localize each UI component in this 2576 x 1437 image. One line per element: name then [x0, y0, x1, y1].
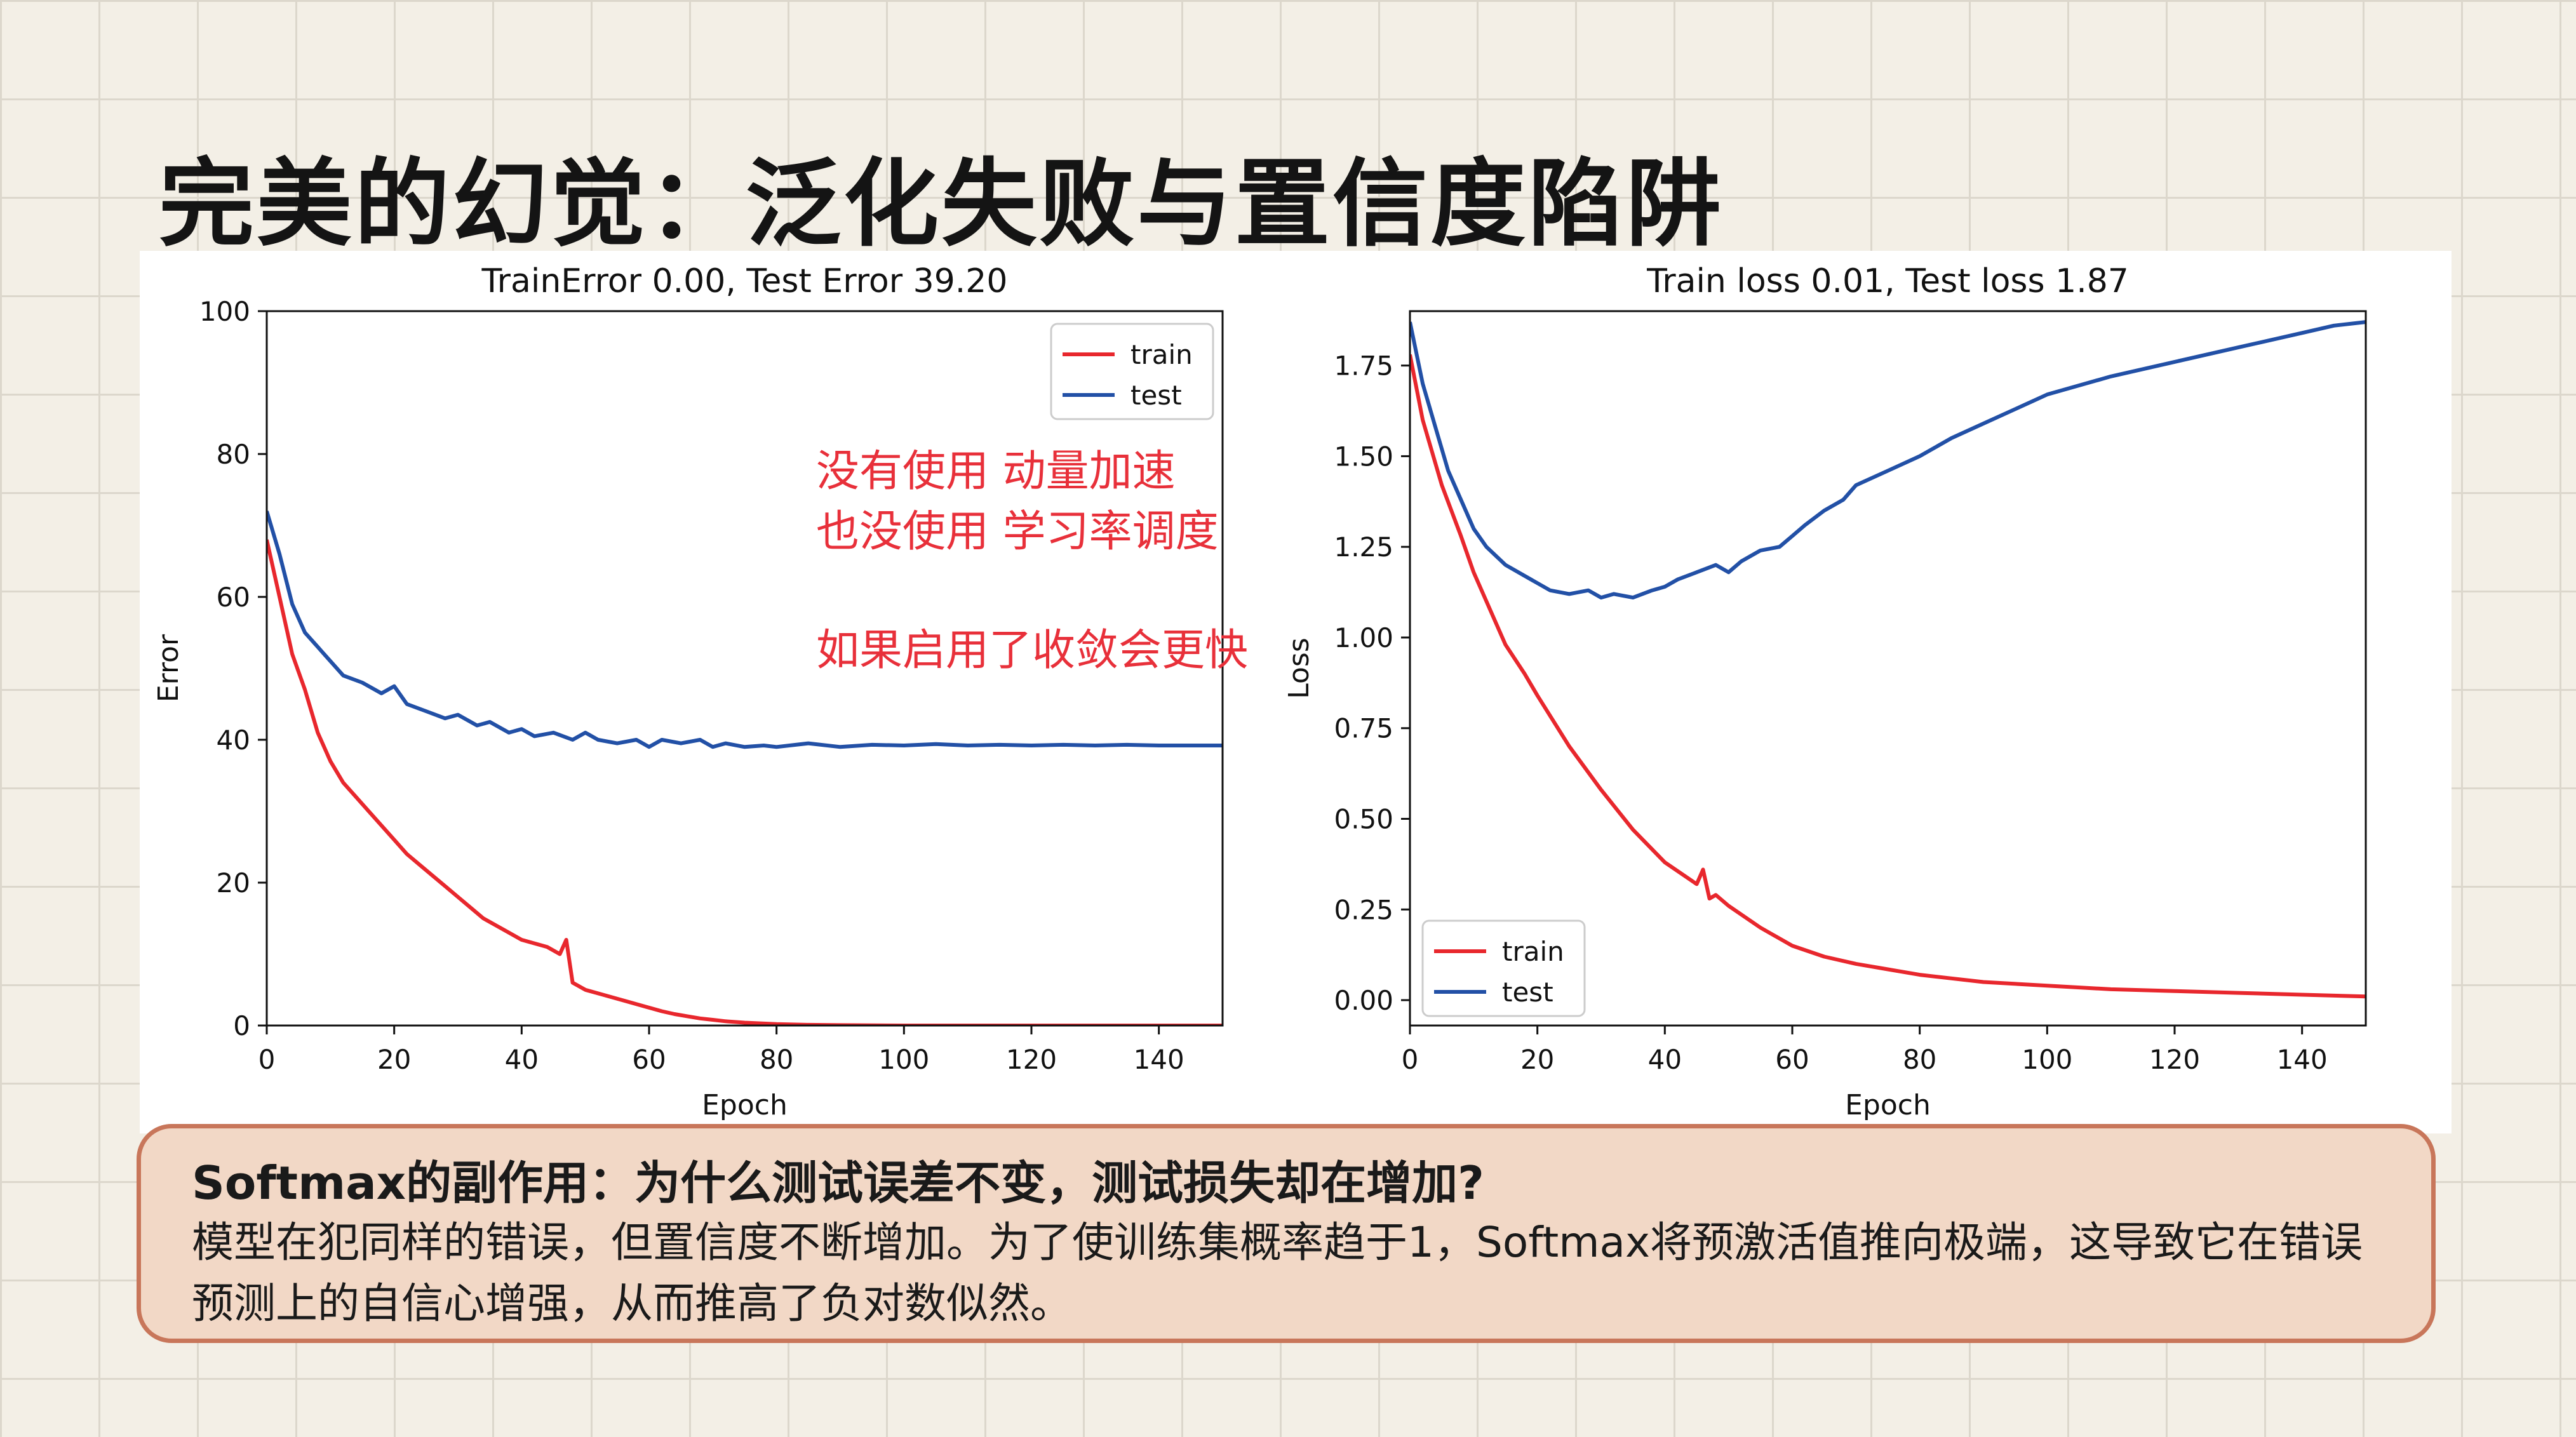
legend-label-train: train — [1502, 936, 1564, 967]
y-tick-label: 0 — [233, 1010, 250, 1041]
legend-label-test: test — [1502, 977, 1553, 1008]
charts-figure: TrainError 0.00, Test Error 39.20 0 20 40 60… — [152, 262, 2367, 1121]
x-tick-label: 120 — [2149, 1044, 2200, 1075]
y-tick-label: 0.75 — [1334, 713, 1393, 744]
callout-heading: Softmax的副作用：为什么测试误差不变，测试损失却在增加? — [192, 1156, 1484, 1210]
legend-label-train: train — [1130, 339, 1193, 370]
y-tick-label: 60 — [217, 582, 250, 613]
red-annotation: 没有使用 动量加速 也没使用 学习率调度 如果启用了收敛会更快 — [816, 446, 1248, 676]
chart-title: TrainError 0.00, Test Error 39.20 — [481, 262, 1008, 300]
annotation-line-1: 没有使用 动量加速 — [816, 446, 1176, 497]
figure-panel: TrainError 0.00, Test Error 39.20 0 20 40 60… — [140, 251, 2452, 1133]
x-tick-label: 80 — [760, 1044, 793, 1075]
plot-frame — [265, 310, 1224, 1027]
x-tick-label: 40 — [505, 1044, 539, 1075]
x-tick-label: 20 — [1520, 1044, 1554, 1075]
x-tick-label: 120 — [1006, 1044, 1057, 1075]
x-tick-label: 80 — [1903, 1044, 1936, 1075]
x-tick-label: 100 — [2022, 1044, 2072, 1075]
loss-chart: Train loss 0.01, Test loss 1.87 0 20 40 60 80… — [1283, 262, 2367, 1121]
x-tick-label: 140 — [2277, 1044, 2328, 1075]
y-tick-label: 1.50 — [1334, 441, 1393, 472]
y-tick-label: 40 — [217, 725, 250, 756]
x-tick-label: 20 — [377, 1044, 411, 1075]
x-tick-label: 60 — [1775, 1044, 1809, 1075]
plot-frame — [1409, 310, 2367, 1027]
series-line-train — [267, 539, 1223, 1026]
y-tick-label: 20 — [217, 867, 250, 899]
callout-box: Softmax的副作用：为什么测试误差不变，测试损失却在增加? 模型在犯同样的错… — [137, 1124, 2436, 1343]
y-axis-label: Error — [152, 634, 185, 702]
x-axis-label: Epoch — [702, 1089, 788, 1121]
series-line-train — [1410, 354, 2366, 999]
x-tick-label: 60 — [632, 1044, 666, 1075]
y-tick-label: 80 — [217, 439, 250, 470]
y-tick-label: 1.00 — [1334, 622, 1393, 653]
y-tick-label: 1.25 — [1334, 531, 1393, 563]
callout-body: 模型在犯同样的错误，但置信度不断增加。为了使训练集概率趋于1，Softmax将预… — [192, 1218, 2363, 1328]
chart-title: Train loss 0.01, Test loss 1.87 — [1646, 262, 2129, 300]
x-axis-label: Epoch — [1845, 1089, 1931, 1121]
y-axis-label: Loss — [1283, 638, 1315, 699]
x-tick-label: 40 — [1648, 1044, 1682, 1075]
y-tick-label: 100 — [199, 296, 250, 327]
y-tick-label: 0.50 — [1334, 803, 1393, 834]
legend-label-test: test — [1130, 380, 1182, 411]
series-line-test — [1410, 320, 2366, 600]
y-tick-label: 1.75 — [1334, 351, 1393, 382]
slide-title: 完美的幻觉：泛化失败与置信度陷阱 — [159, 149, 1724, 260]
x-tick-label: 0 — [258, 1044, 276, 1075]
error-chart: TrainError 0.00, Test Error 39.20 0 20 40 60… — [152, 262, 1224, 1121]
y-tick-label: 0.25 — [1334, 894, 1393, 925]
series-line-test — [267, 511, 1223, 749]
x-tick-label: 100 — [878, 1044, 929, 1075]
x-tick-label: 0 — [1402, 1044, 1419, 1075]
x-tick-label: 140 — [1134, 1044, 1184, 1075]
y-tick-label: 0.00 — [1334, 985, 1393, 1016]
annotation-line-2: 也没使用 学习率调度 — [816, 507, 1219, 557]
annotation-line-3: 如果启用了收敛会更快 — [816, 625, 1248, 676]
